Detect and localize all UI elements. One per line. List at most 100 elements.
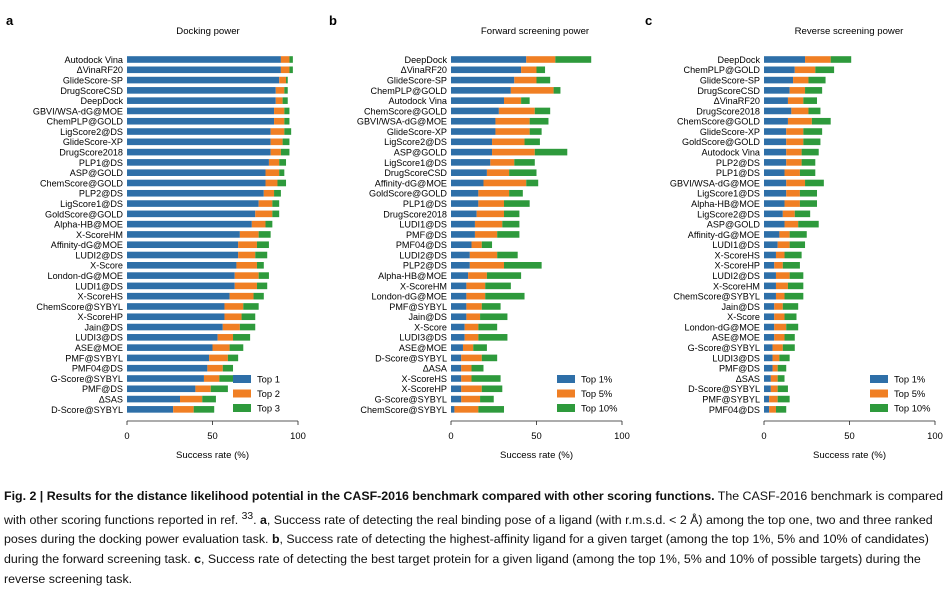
- panel-b-bar-top1: [451, 56, 527, 63]
- panel-b-bar-top10: [481, 354, 498, 362]
- panel-a-x-tick-label: 100: [290, 430, 306, 441]
- panel-b-category-label: Autodock Vina: [389, 96, 448, 106]
- panel-b-bar-top10: [504, 210, 520, 218]
- panel-c-category-label: D-Score@SYBYL: [688, 384, 760, 394]
- panel-b-bar-top1: [451, 220, 475, 228]
- panel-a-bar-top3: [210, 385, 228, 393]
- panel-c-bar-top10: [803, 128, 823, 135]
- panel-b-bar-top1: [451, 334, 465, 341]
- panel-b-category-label: GBVI/WSA-dG@MOE: [357, 117, 447, 127]
- panel-b-bar-top5: [521, 66, 537, 74]
- panel-b-category-label: X-ScoreHP: [402, 384, 447, 394]
- panel-c-bar-top10: [830, 56, 852, 63]
- panel-a-bar-top2: [234, 272, 259, 279]
- panel-a-category-label: X-ScoreHP: [78, 312, 123, 322]
- panel-b-bar-top10: [471, 375, 501, 382]
- panel-a-category-label: DeepDock: [81, 96, 124, 106]
- panel-c-category-label: GoldScore@GOLD: [682, 137, 760, 147]
- panel-c-bar-top5: [779, 231, 790, 238]
- panel-a-bar-top2: [263, 189, 275, 197]
- panel-a-bar-top1: [127, 354, 210, 362]
- panel-a-category-label: PLP2@DS: [79, 189, 123, 199]
- panel-a-category-label: DrugScore2018: [59, 148, 123, 158]
- panel-b-category-label: ChemPLP@GOLD: [371, 86, 448, 96]
- panel-c-bar-top1: [764, 282, 776, 290]
- panel-c-bar-top1: [764, 364, 773, 372]
- panel-b-bar-top1: [451, 395, 462, 403]
- panel-a-bar-top3: [256, 282, 268, 290]
- panel-c-bar-top1: [764, 107, 792, 115]
- panel-b-bar-top1: [451, 272, 469, 279]
- panel-a-category-label: X-ScoreHM: [76, 230, 123, 240]
- panel-c-bar-top1: [764, 169, 785, 176]
- panel-b-bar-top10: [504, 262, 542, 269]
- panel-a-bar-top2: [239, 231, 259, 238]
- panel-b-category-label: LigScore1@DS: [384, 158, 447, 168]
- panel-c-bar-top10: [784, 292, 804, 300]
- panel-a-bar-top2: [212, 344, 230, 351]
- panel-c-bar-top5: [789, 87, 806, 94]
- panel-b-category-label: GoldScore@GOLD: [369, 189, 447, 199]
- panel-a-bar-top1: [127, 375, 204, 382]
- panel-c-category-label: Affinity-dG@MOE: [688, 230, 760, 240]
- panel-b-bar-top1: [451, 200, 479, 207]
- panel-c-x-tick-label: 100: [927, 430, 943, 441]
- panel-a-bar-top3: [289, 56, 293, 63]
- panel-a-category-label: LigScore2@DS: [60, 127, 123, 137]
- panel-b-x-tick-label: 0: [448, 430, 453, 441]
- panel-a-bar-top2: [238, 251, 256, 259]
- panel-a-bar-top3: [272, 200, 280, 207]
- panel-a-bar-top1: [127, 262, 237, 269]
- panel-c-bar-top1: [764, 148, 787, 156]
- panel-a-category-label: GoldScore@GOLD: [45, 209, 123, 219]
- panel-a-bar-top2: [270, 128, 285, 135]
- panel-c-bar-top1: [764, 395, 770, 403]
- panel-c-bar-top5: [775, 282, 788, 290]
- panel-b-bar-top5: [461, 375, 472, 382]
- panel-a-category-label: D-Score@SYBYL: [51, 405, 123, 415]
- panel-b-bar-top1: [451, 76, 515, 84]
- panel-a-bar-top1: [127, 334, 218, 341]
- panel-c-bar-top10: [805, 179, 824, 187]
- panel-a-bar-top2: [265, 179, 278, 187]
- panel-b-title: Forward screening power: [481, 26, 590, 37]
- panel-a-bar-top3: [277, 179, 287, 187]
- panel-a-bar-top3: [255, 251, 268, 259]
- panel-c-bar-top1: [764, 334, 775, 341]
- panel-a-category-label: GlideScore-SP: [63, 75, 123, 85]
- panel-b-category-label: D-Score@SYBYL: [375, 353, 447, 363]
- panel-c-category-label: ChemScore@SYBYL: [673, 292, 760, 302]
- panel-b-bar-top1: [451, 179, 484, 187]
- panel-b-bar-top1: [451, 138, 493, 146]
- panel-c-title: Reverse screening power: [795, 26, 905, 37]
- panel-b-bar-top10: [536, 76, 551, 84]
- panel-c-bar-top1: [764, 56, 806, 63]
- panel-a-bar-top1: [127, 220, 252, 228]
- panel-c-bar-top5: [786, 179, 806, 187]
- panel-a-bar-top1: [127, 395, 181, 403]
- panel-a-x-tick-label: 50: [207, 430, 217, 441]
- panel-a-bar-top1: [127, 282, 235, 290]
- panel-b-bar-top5: [495, 117, 530, 125]
- panel-c-bar-top5: [772, 364, 778, 372]
- panel-b-category-label: ΔVinaRF20: [401, 65, 447, 75]
- panel-b-legend-label: Top 1%: [581, 374, 612, 385]
- panel-c-bar-top10: [799, 169, 816, 176]
- panel-b-bar-top5: [526, 56, 556, 63]
- panel-c-bar-top5: [774, 313, 785, 321]
- panel-a-bar-top3: [280, 148, 290, 156]
- caption-panel-a-text: , Success rate of detecting the real bin…: [4, 512, 933, 547]
- panel-b-category-label: PMF@DS: [406, 230, 447, 240]
- panel-a-bar-top2: [224, 303, 244, 310]
- panel-b-bar-top5: [486, 169, 510, 176]
- panel-a-bar-top1: [127, 97, 276, 104]
- panel-c-bar-top10: [782, 262, 800, 269]
- panel-c-bar-top5: [786, 159, 802, 166]
- panel-c-legend-swatch: [870, 375, 888, 383]
- panel-b-bar-top1: [451, 107, 499, 115]
- panel-c-category-label: ΔVinaRF20: [714, 96, 760, 106]
- panel-c-bar-top5: [787, 117, 812, 125]
- panel-a-bar-top1: [127, 189, 264, 197]
- panel-c-category-label: X-ScoreHP: [715, 261, 760, 271]
- panel-a-category-label: Alpha-HB@MOE: [54, 220, 123, 230]
